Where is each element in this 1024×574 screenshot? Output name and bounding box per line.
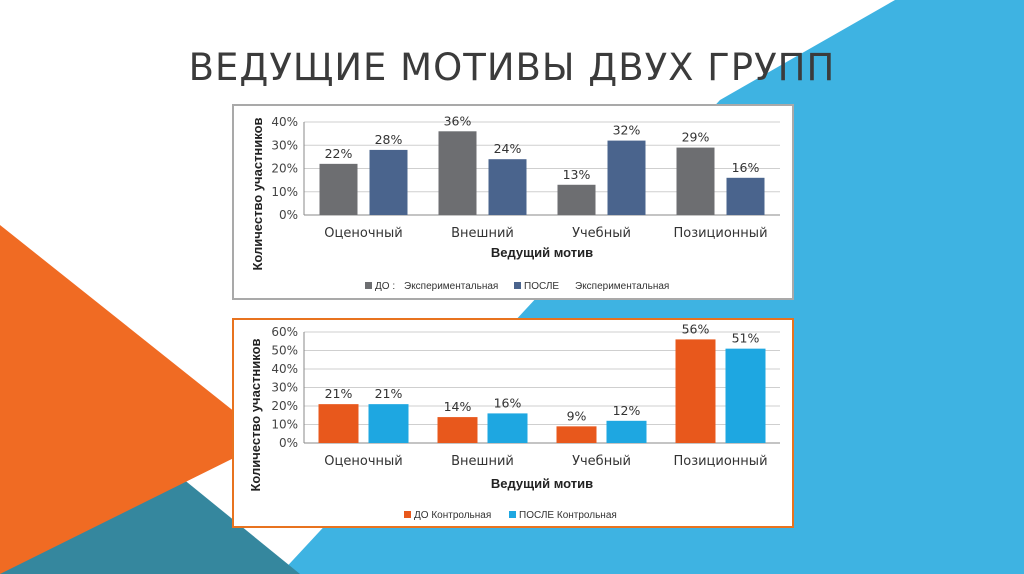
chart2-y-tick-label: 40% [271,362,298,376]
chart2-legend-label: ДО Контрольная [414,510,491,521]
chart2-bar-series1 [437,417,478,443]
chart1-y-axis-title: Количество участников [250,117,265,270]
chart2-bar-series2 [368,404,409,443]
chart2-y-axis-title: Количество участников [248,338,263,491]
chart1-legend-label: Экспериментальная [575,281,669,292]
chart2-y-tick-label: 20% [271,399,298,413]
chart2-legend-swatch [509,511,516,518]
chart1-legend-label: ПОСЛЕ [524,281,559,292]
chart2-data-label: 12% [613,403,641,418]
chart2-category-label: Позиционный [673,454,767,469]
chart2-bar-series1 [675,339,716,443]
chart-experimental-svg: 0% 10% 20% 30% 40% 22% 36% 13% 29% 28% 24% 32% 16% Оц… [250,113,780,292]
chart2-data-label: 51% [732,331,760,346]
chart2-bar-series2 [487,413,528,443]
chart1-data-label: 28% [375,132,403,147]
chart2-category-label: Внешний [451,454,514,469]
chart1-data-label: 24% [494,141,522,156]
chart2-bar-series1 [318,404,359,443]
chart1-data-label: 36% [444,113,472,128]
chart2-data-label: 21% [375,386,403,401]
chart2-bar-series1 [556,426,597,443]
chart1-category-label: Оценочный [324,226,402,241]
chart1-category-label: Учебный [572,226,631,241]
chart1-y-tick-label: 40% [271,115,298,129]
chart1-legend-label: ДО : [375,281,395,292]
chart2-legend-label: ПОСЛЕ Контрольная [519,510,617,521]
slide-title: ВЕДУЩИЕ МОТИВЫ ДВУХ ГРУПП [188,46,836,89]
chart1-bar-series2 [726,177,765,215]
chart1-data-label: 13% [563,167,591,182]
chart2-y-tick-label: 10% [271,418,298,432]
chart1-legend-swatch [365,282,372,289]
chart1-bar-series1 [676,147,715,215]
chart1-bar-series1 [438,131,477,215]
chart2-y-tick-label: 50% [271,344,298,358]
chart-control-group: 0% 10% 20% 30% 40% 50% 60% 21% 14% 9% 56% 21% 16% 12%… [232,318,794,528]
chart2-y-tick-label: 30% [271,381,298,395]
chart2-category-label: Учебный [572,454,631,469]
chart2-data-label: 9% [567,408,587,423]
chart1-bar-series2 [607,140,646,215]
chart2-x-axis-title: Ведущий мотив [491,476,593,491]
chart1-y-tick-label: 30% [271,138,298,152]
chart1-data-label: 29% [682,130,710,145]
chart2-y-tick-label: 60% [271,325,298,339]
chart1-y-tick-label: 0% [279,208,298,222]
chart1-category-label: Внешний [451,226,514,241]
chart1-bar-series2 [369,149,408,215]
chart1-y-tick-label: 20% [271,162,298,176]
chart1-x-axis-title: Ведущий мотив [491,245,593,260]
chart1-bar-series2 [488,159,527,215]
chart2-y-tick-label: 0% [279,436,298,450]
chart2-data-label: 56% [682,321,710,336]
chart1-y-tick-label: 10% [271,185,298,199]
chart1-legend-label: Экспериментальная [404,281,498,292]
chart2-bar-series2 [725,348,766,443]
chart2-data-label: 16% [494,395,522,410]
chart1-legend-swatch [514,282,521,289]
chart-experimental-group: 0% 10% 20% 30% 40% 22% 36% 13% 29% 28% 24% 32% 16% Оц… [232,104,794,300]
chart2-legend-swatch [404,511,411,518]
chart1-bar-series1 [319,163,358,215]
chart1-data-label: 16% [732,160,760,175]
background-orange-shape [0,225,270,574]
chart2-data-label: 21% [325,386,353,401]
chart1-category-label: Позиционный [673,226,767,241]
chart2-category-label: Оценочный [324,454,402,469]
chart2-bar-series2 [606,420,647,443]
chart1-bar-series1 [557,184,596,215]
chart-control-svg: 0% 10% 20% 30% 40% 50% 60% 21% 14% 9% 56% 21% 16% 12%… [248,321,780,521]
chart1-data-label: 32% [613,123,641,138]
chart1-data-label: 22% [325,146,353,161]
chart2-data-label: 14% [444,399,472,414]
